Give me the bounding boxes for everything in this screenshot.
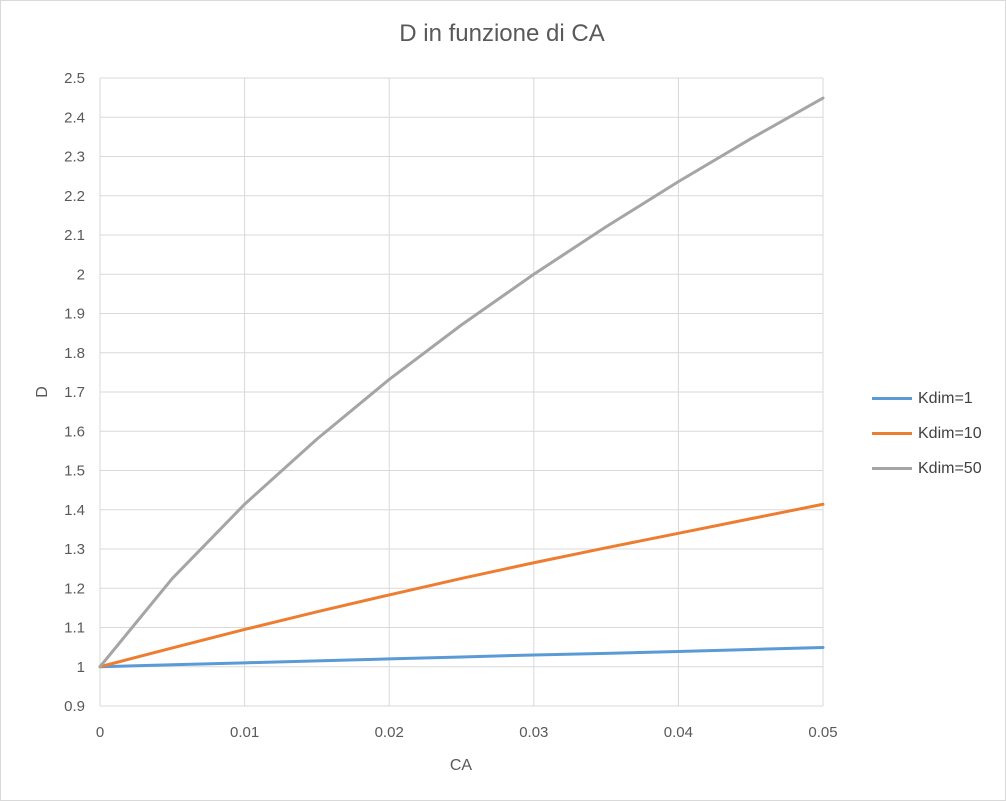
legend: Kdim=1 Kdim=10 Kdim=50 xyxy=(872,381,1002,486)
grid-lines xyxy=(99,77,824,707)
y-tick-label: 2.2 xyxy=(64,188,85,205)
y-tick-label: 1.6 xyxy=(64,423,85,440)
series-line-kdim-50 xyxy=(98,96,825,669)
y-tick-label: 1.8 xyxy=(64,345,85,362)
legend-item-kdim-10: Kdim=10 xyxy=(872,416,1002,451)
y-tick-label: 1.3 xyxy=(64,541,85,558)
y-axis-title: D xyxy=(34,386,51,398)
y-tick-label: 2.5 xyxy=(64,70,85,87)
chart-title: D in funzione di CA xyxy=(399,20,605,47)
x-axis-title: CA xyxy=(450,757,473,774)
x-axis-ticks: 0 0.01 0.02 0.03 0.04 0.05 xyxy=(96,724,838,741)
series-lines xyxy=(98,96,825,669)
y-axis-ticks: 0.9 1 1.1 1.2 1.3 1.4 1.5 1.6 1.7 1.8 1.9 2 2.1 2.2 2.… xyxy=(64,70,85,715)
x-tick-label: 0.04 xyxy=(664,724,693,741)
y-tick-label: 2.3 xyxy=(64,149,85,166)
y-tick-label: 1.7 xyxy=(64,384,85,401)
y-tick-label: 1.5 xyxy=(64,463,85,480)
x-tick-label: 0.03 xyxy=(519,724,548,741)
x-tick-label: 0.02 xyxy=(375,724,404,741)
series-line-kdim-1 xyxy=(98,646,825,669)
y-tick-label: 1.2 xyxy=(64,580,85,597)
legend-label-kdim-10: Kdim=10 xyxy=(918,424,982,442)
y-tick-label: 1.4 xyxy=(64,502,85,519)
legend-label-kdim-50: Kdim=50 xyxy=(918,459,982,477)
y-tick-label: 1.1 xyxy=(64,620,85,637)
legend-swatch-kdim-50 xyxy=(872,467,912,470)
y-tick-label: 0.9 xyxy=(64,698,85,715)
legend-swatch-kdim-10 xyxy=(872,432,912,435)
legend-item-kdim-50: Kdim=50 xyxy=(872,451,1002,486)
x-tick-label: 0 xyxy=(96,724,104,741)
legend-swatch-kdim-1 xyxy=(872,397,912,400)
legend-item-kdim-1: Kdim=1 xyxy=(872,381,1002,416)
x-tick-label: 0.05 xyxy=(808,724,837,741)
y-tick-label: 1.9 xyxy=(64,306,85,323)
y-tick-label: 1 xyxy=(77,659,85,676)
y-tick-label: 2.4 xyxy=(64,109,85,126)
x-tick-label: 0.01 xyxy=(230,724,259,741)
y-tick-label: 2 xyxy=(77,266,85,283)
series-line-kdim-10 xyxy=(98,502,825,669)
legend-label-kdim-1: Kdim=1 xyxy=(918,389,973,407)
y-tick-label: 2.1 xyxy=(64,227,85,244)
